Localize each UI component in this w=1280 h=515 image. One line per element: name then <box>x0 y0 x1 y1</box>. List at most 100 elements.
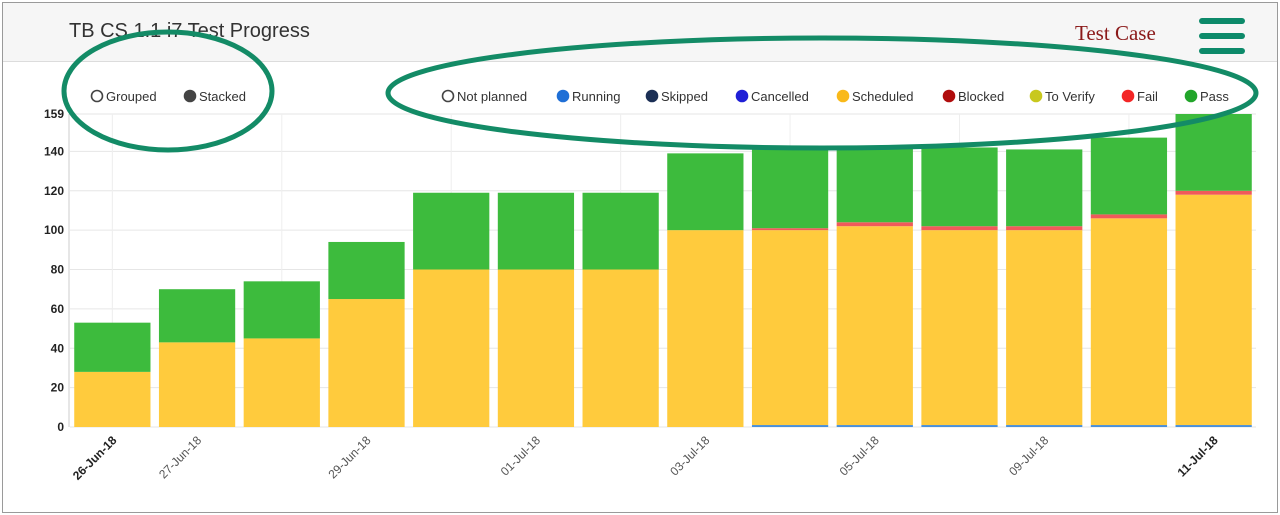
radio-icon[interactable] <box>183 89 197 103</box>
legend-marker-icon <box>1184 89 1198 103</box>
legend-marker-icon <box>942 89 956 103</box>
bar-scheduled[interactable] <box>413 269 490 427</box>
legend-label: Skipped <box>661 89 708 104</box>
x-tick-label: 11-Jul-18 <box>1175 433 1221 479</box>
bar-scheduled[interactable] <box>243 338 320 427</box>
legend-label: To Verify <box>1045 89 1095 104</box>
bar-pass[interactable] <box>667 153 744 231</box>
bar-pass[interactable] <box>1175 114 1252 191</box>
x-tick-label: 29-Jun-18 <box>326 433 374 481</box>
y-tick-label: 100 <box>44 223 64 237</box>
mode-toggle-grouped[interactable]: Grouped <box>90 89 157 104</box>
mode-toggle-stacked[interactable]: Stacked <box>183 89 246 104</box>
bar-fail[interactable] <box>836 222 913 227</box>
y-axis: 0 20 40 60 80 100 120 140 159 <box>44 107 70 434</box>
legend-marker-icon <box>441 89 455 103</box>
x-tick-label: 27-Jun-18 <box>156 433 204 481</box>
hamburger-menu-icon[interactable] <box>1199 18 1245 54</box>
legend-item-blocked[interactable]: Blocked <box>942 89 1005 104</box>
bar-scheduled[interactable] <box>497 269 575 427</box>
bar-scheduled[interactable] <box>921 230 998 426</box>
bar-scheduled[interactable] <box>1090 218 1168 426</box>
bar-running[interactable] <box>1090 425 1168 427</box>
mode-toggle-label: Grouped <box>106 89 157 104</box>
x-tick-label: 03-Jul-18 <box>667 433 713 479</box>
bar-pass[interactable] <box>497 192 575 270</box>
y-tick-label: 0 <box>57 420 64 434</box>
y-tick-label: 140 <box>44 144 64 158</box>
annotation-ellipse-toggle <box>61 29 275 153</box>
legend-label: Blocked <box>958 89 1004 104</box>
bar-pass[interactable] <box>1090 137 1168 215</box>
bar-pass[interactable] <box>328 241 405 300</box>
legend-marker-icon <box>1121 89 1135 103</box>
bar-running[interactable] <box>836 425 913 427</box>
y-tick-label: 120 <box>44 184 64 198</box>
legend-marker-icon <box>556 89 570 103</box>
bar-running[interactable] <box>921 425 998 427</box>
bars <box>74 114 1252 427</box>
bar-scheduled[interactable] <box>582 269 659 427</box>
x-tick-label: 05-Jul-18 <box>837 433 883 479</box>
bar-pass[interactable] <box>921 147 998 227</box>
mode-toggle-label: Stacked <box>199 89 246 104</box>
bar-pass[interactable] <box>582 192 659 270</box>
bar-fail[interactable] <box>1090 214 1168 219</box>
bar-fail[interactable] <box>921 226 998 231</box>
y-tick-label: 60 <box>51 302 65 316</box>
test-case-link[interactable]: Test Case <box>1075 21 1156 45</box>
bar-scheduled[interactable] <box>1175 194 1252 426</box>
bar-running[interactable] <box>751 425 829 427</box>
legend-label: Running <box>572 89 620 104</box>
x-tick-label: 01-Jul-18 <box>498 433 544 479</box>
legend-label: Cancelled <box>751 89 809 104</box>
radio-icon[interactable] <box>90 89 104 103</box>
bar-running[interactable] <box>1175 425 1252 427</box>
y-tick-label: 20 <box>51 381 65 395</box>
bar-fail[interactable] <box>751 228 829 231</box>
legend-label: Fail <box>1137 89 1158 104</box>
bar-pass[interactable] <box>751 145 829 229</box>
legend-label: Not planned <box>457 89 527 104</box>
panel-header: TB CS 1.1 i7 Test Progress Test Case <box>3 3 1277 62</box>
bar-scheduled[interactable] <box>74 371 151 427</box>
x-tick-label: 26-Jun-18 <box>70 433 120 483</box>
legend-item-to-verify[interactable]: To Verify <box>1029 89 1096 104</box>
bar-scheduled[interactable] <box>158 342 236 427</box>
bar-fail[interactable] <box>1175 190 1252 195</box>
y-tick-label: 159 <box>44 107 64 121</box>
legend-item-running[interactable]: Running <box>556 89 621 104</box>
x-axis: 26-Jun-18 27-Jun-18 29-Jun-18 01-Jul-18 03-J… <box>70 433 1221 483</box>
bar-running[interactable] <box>1006 425 1083 427</box>
bar-scheduled[interactable] <box>667 230 744 427</box>
mode-toggle: Grouped Stacked <box>90 89 246 104</box>
legend-item-cancelled[interactable]: Cancelled <box>735 89 809 104</box>
legend-marker-icon <box>735 89 749 103</box>
legend-marker-icon <box>1029 89 1043 103</box>
bar-pass[interactable] <box>413 192 490 270</box>
bar-pass[interactable] <box>1006 149 1083 227</box>
legend-label: Scheduled <box>852 89 913 104</box>
bar-scheduled[interactable] <box>1006 230 1083 426</box>
y-tick-label: 80 <box>51 263 65 277</box>
legend-item-skipped[interactable]: Skipped <box>645 89 708 104</box>
bar-fail[interactable] <box>1006 226 1083 231</box>
bar-pass[interactable] <box>158 289 236 343</box>
legend-marker-icon <box>645 89 659 103</box>
legend-item-scheduled[interactable]: Scheduled <box>836 89 914 104</box>
y-tick-label: 40 <box>51 341 65 355</box>
legend-label: Pass <box>1200 89 1229 104</box>
bar-pass[interactable] <box>74 322 151 372</box>
bar-pass[interactable] <box>836 145 913 223</box>
legend-item-not-planned[interactable]: Not planned <box>441 89 528 104</box>
bar-scheduled[interactable] <box>751 230 829 426</box>
legend-item-pass[interactable]: Pass <box>1184 89 1230 104</box>
legend: Not planned Running Skipped Cancelled Schedu… <box>441 89 1230 104</box>
legend-item-fail[interactable]: Fail <box>1121 89 1159 104</box>
bar-scheduled[interactable] <box>328 299 405 427</box>
annotation-ellipse-legend <box>385 35 1259 151</box>
bar-pass[interactable] <box>243 281 320 339</box>
x-tick-label: 09-Jul-18 <box>1006 433 1052 479</box>
bar-scheduled[interactable] <box>836 226 913 426</box>
